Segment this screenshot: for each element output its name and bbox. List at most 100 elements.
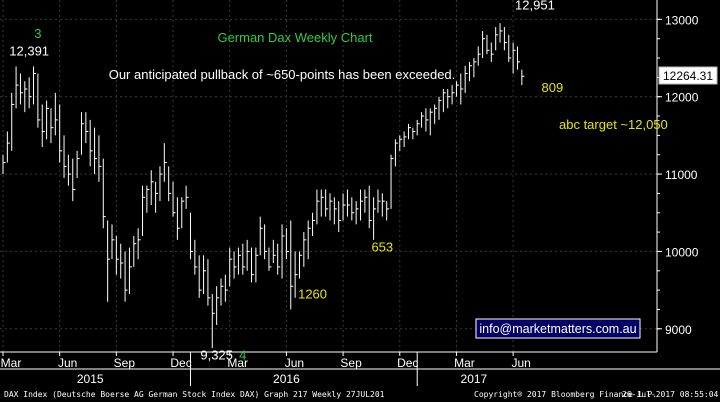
footer-timestamp: 26-Jul-2017 08:55:04 [622, 390, 719, 399]
price-bar [516, 46, 520, 70]
contact-link-box[interactable]: info@marketmatters.com.au [475, 318, 641, 339]
price-bar [128, 247, 132, 294]
price-bar [28, 77, 32, 109]
price-bar [499, 23, 503, 43]
last-price-value: 12264.31 [663, 69, 713, 83]
price-bar [434, 104, 438, 124]
price-bar [407, 123, 411, 140]
dax-weekly-chart: 9000 10000 11000 12000 13000 Mar Jun Sep Dec Mar… [0, 0, 720, 386]
price-bar [451, 85, 455, 105]
price-bar [220, 278, 224, 306]
price-bar [37, 73, 41, 128]
price-bar [6, 131, 10, 163]
price-bar [438, 96, 442, 120]
price-bar [351, 197, 355, 221]
price-bar [368, 185, 372, 229]
price-bar [107, 220, 111, 302]
price-bar [54, 92, 58, 136]
price-bar [255, 247, 259, 283]
year-label: 2017 [461, 372, 488, 386]
price-bar [172, 181, 176, 217]
price-bar [76, 150, 80, 178]
price-bar [290, 220, 294, 310]
price-bar [46, 100, 50, 140]
price-bar [394, 139, 398, 167]
price-bar [120, 243, 124, 279]
year-label: 2015 [77, 372, 104, 386]
price-bar [102, 158, 106, 229]
price-bar [486, 34, 490, 55]
chart-annotation: 653 [371, 239, 393, 254]
price-bar [355, 201, 359, 225]
price-bar [50, 108, 54, 144]
annotations: 3 12,391 12,951 809 abc target ~12,050 653 126… [9, 0, 668, 363]
price-bar [390, 154, 394, 209]
x-tick-label: Dec [170, 356, 191, 370]
y-tick-label: 11000 [665, 168, 698, 182]
price-bar [133, 235, 137, 267]
chart-title: German Dax Weekly Chart [217, 30, 372, 45]
x-tick-label: Mar [454, 356, 475, 370]
footer-security-description: DAX Index (Deutsche Boerse AG German Sto… [4, 390, 385, 399]
price-bar [251, 247, 255, 283]
price-bar [469, 61, 473, 82]
chart-annotation: 4 [239, 348, 246, 363]
price-bar [111, 224, 115, 260]
footer-copyright: Copyright® 2017 Bloomberg Finance L.P. [474, 390, 658, 399]
price-bar [203, 255, 207, 294]
x-tick-label: Dec [397, 356, 418, 370]
x-tick-label: Mar [227, 356, 248, 370]
price-bar [512, 42, 516, 74]
price-bar [168, 166, 172, 202]
price-bar [80, 112, 84, 155]
chart-annotation: 3 [34, 26, 41, 41]
price-bar [246, 239, 250, 271]
price-bar [307, 220, 311, 260]
price-bar [19, 73, 23, 105]
price-bar [224, 274, 228, 302]
x-tick-label: Jun [285, 356, 304, 370]
price-bar [316, 189, 320, 225]
grid-lines [0, 0, 657, 352]
x-tick-label: Jun [511, 356, 530, 370]
price-bar [159, 166, 163, 202]
price-bar [272, 239, 276, 264]
price-bar [277, 243, 281, 275]
price-bar [495, 27, 499, 51]
price-bar [11, 92, 15, 151]
price-bar [325, 189, 329, 217]
price-bar [237, 247, 241, 275]
price-bar [455, 81, 459, 97]
chart-annotation: 12,391 [9, 44, 49, 59]
price-bar [72, 158, 76, 202]
price-bar [2, 154, 6, 175]
price-bar [15, 66, 19, 109]
price-bar [150, 170, 154, 206]
price-bar [89, 119, 93, 167]
price-bar [176, 197, 180, 240]
price-bar [403, 131, 407, 147]
price-bar [198, 255, 202, 298]
price-bar [124, 251, 128, 302]
price-bar [264, 224, 268, 260]
contact-email-link[interactable]: info@marketmatters.com.au [479, 322, 636, 336]
price-bar [464, 65, 468, 93]
price-bar [24, 81, 28, 113]
price-bar [477, 46, 481, 66]
price-bar [268, 247, 272, 271]
x-tick-label: Sep [114, 356, 136, 370]
price-bar [242, 243, 246, 275]
x-tick-label: Jun [58, 356, 77, 370]
price-bar [447, 88, 451, 109]
price-bar [421, 112, 425, 128]
price-bar [207, 259, 211, 306]
last-price-label: 12264.31 [658, 66, 718, 85]
price-bar [373, 197, 377, 240]
price-bar [399, 135, 403, 151]
price-bar [312, 212, 316, 236]
price-bar [189, 212, 193, 260]
y-tick-label: 12000 [665, 91, 699, 105]
price-bar [229, 247, 233, 287]
price-bar [94, 127, 98, 175]
